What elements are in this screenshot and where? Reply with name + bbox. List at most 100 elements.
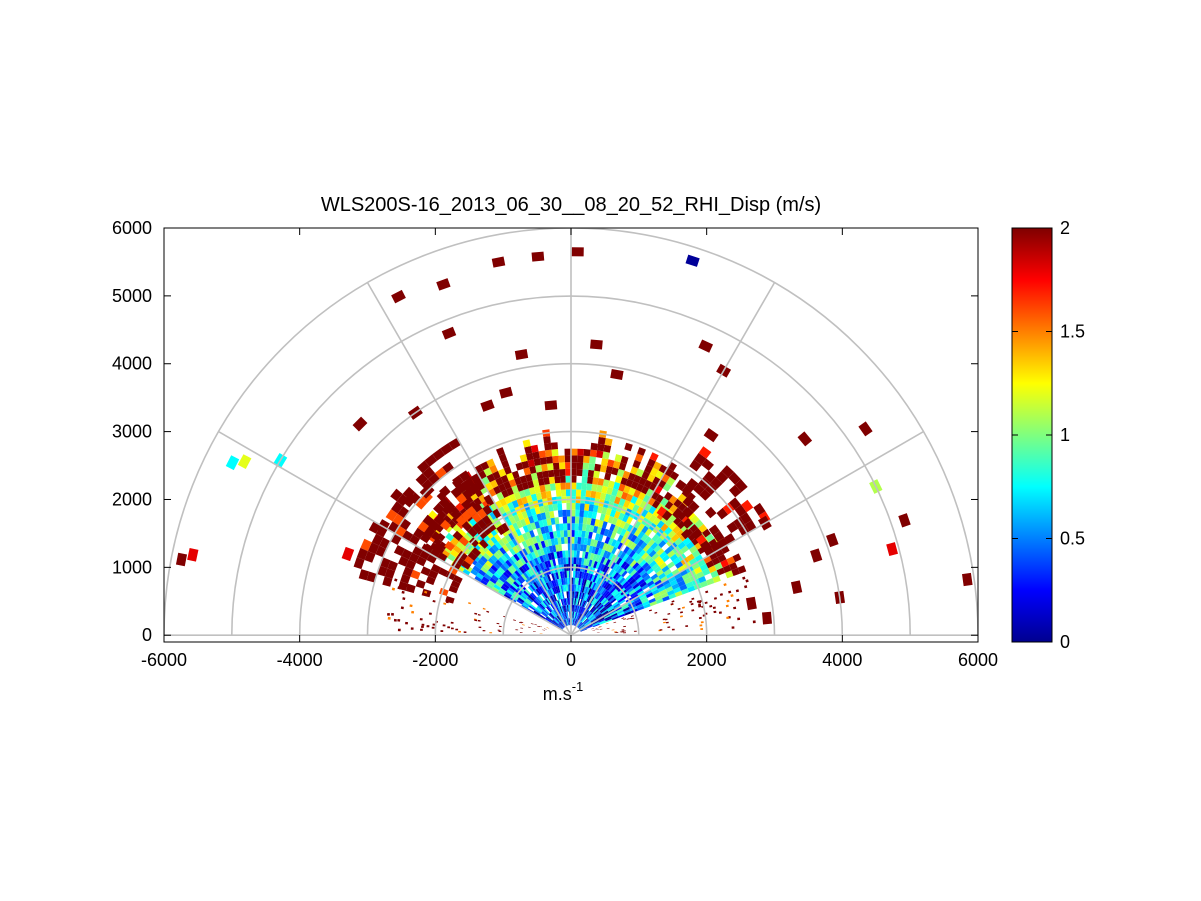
data-cell [567, 530, 571, 537]
data-cell [553, 579, 557, 587]
data-cell [496, 447, 505, 456]
data-cell [504, 591, 512, 598]
data-cell [667, 626, 671, 628]
data-cell [586, 587, 591, 595]
data-cell [578, 613, 583, 621]
data-cell [628, 550, 636, 558]
data-cell [547, 589, 552, 597]
data-cell [649, 560, 657, 568]
data-cell [508, 493, 517, 502]
y-tick-label: 4000 [112, 354, 152, 374]
data-cell [601, 506, 608, 515]
data-cell [595, 601, 601, 608]
data-cell [577, 621, 582, 628]
data-cell [531, 544, 537, 552]
data-cell [735, 479, 748, 493]
data-cell [610, 554, 617, 562]
data-cell [705, 506, 717, 519]
data-cell [522, 603, 529, 609]
data-cell [669, 471, 680, 481]
data-cell [611, 539, 618, 547]
data-cell [594, 547, 600, 555]
data-cell [515, 462, 524, 471]
data-cell [420, 566, 431, 576]
data-cell [662, 482, 672, 492]
data-cell [565, 550, 569, 558]
data-cell [537, 478, 545, 486]
data-cell [514, 561, 522, 569]
data-cell [681, 484, 694, 496]
data-cell [739, 512, 752, 525]
data-cell [551, 449, 559, 457]
data-cell [544, 484, 551, 492]
sparse-gate [858, 421, 873, 437]
data-cell [474, 612, 478, 615]
data-cell [554, 601, 559, 608]
data-cell [525, 452, 534, 461]
data-cell [574, 523, 579, 531]
data-cell [547, 552, 553, 561]
data-cell [577, 591, 581, 599]
data-cell [688, 557, 698, 566]
data-cell [625, 479, 634, 488]
data-cell [612, 563, 619, 571]
data-cell [578, 585, 582, 593]
data-cell [617, 534, 624, 543]
data-cell [559, 550, 563, 558]
data-cell [574, 530, 579, 537]
sparse-gate [698, 339, 714, 353]
data-cell [645, 577, 653, 584]
data-cell [657, 585, 666, 593]
data-cell [549, 510, 555, 519]
data-cell [502, 504, 510, 513]
data-cell [577, 537, 582, 545]
data-cell [577, 598, 580, 606]
data-cell [501, 459, 510, 469]
data-cell [593, 609, 599, 615]
data-cell [501, 489, 509, 498]
data-cell [700, 628, 704, 630]
data-cell [604, 602, 612, 609]
data-cell [542, 576, 548, 584]
data-cell [595, 491, 602, 500]
data-cell [539, 484, 546, 493]
data-cell [463, 477, 475, 489]
sparse-gate [441, 326, 457, 340]
data-cell [542, 629, 545, 631]
data-cell [400, 573, 411, 584]
data-cell [572, 611, 574, 619]
data-cell [728, 472, 741, 485]
data-cell [681, 573, 690, 581]
data-cell [694, 554, 704, 563]
data-cell [532, 451, 540, 460]
data-cell [553, 572, 558, 580]
data-cell [574, 577, 577, 585]
data-cell [513, 619, 516, 621]
data-cell [555, 579, 559, 587]
data-cell [571, 516, 576, 524]
data-cell [584, 503, 590, 511]
data-cell [616, 468, 625, 478]
data-cell [613, 481, 621, 490]
data-cell [655, 494, 664, 503]
data-cell [565, 489, 571, 497]
data-cell [619, 551, 626, 560]
data-cell [708, 538, 718, 548]
data-cell [615, 557, 623, 565]
data-cell [646, 557, 655, 565]
data-cell [428, 569, 439, 580]
data-cell [667, 613, 671, 615]
data-cell [509, 548, 516, 556]
data-cell [573, 591, 576, 599]
data-cell [643, 503, 652, 512]
data-cell [515, 536, 522, 545]
data-cell [525, 531, 532, 540]
x-tick-label: -4000 [277, 650, 323, 670]
data-cell [674, 537, 683, 546]
data-cell [551, 580, 556, 588]
data-cell [590, 581, 595, 589]
data-cell [557, 578, 561, 586]
data-cell [639, 500, 648, 509]
data-cell [700, 621, 704, 624]
sparse-gate [703, 427, 719, 443]
